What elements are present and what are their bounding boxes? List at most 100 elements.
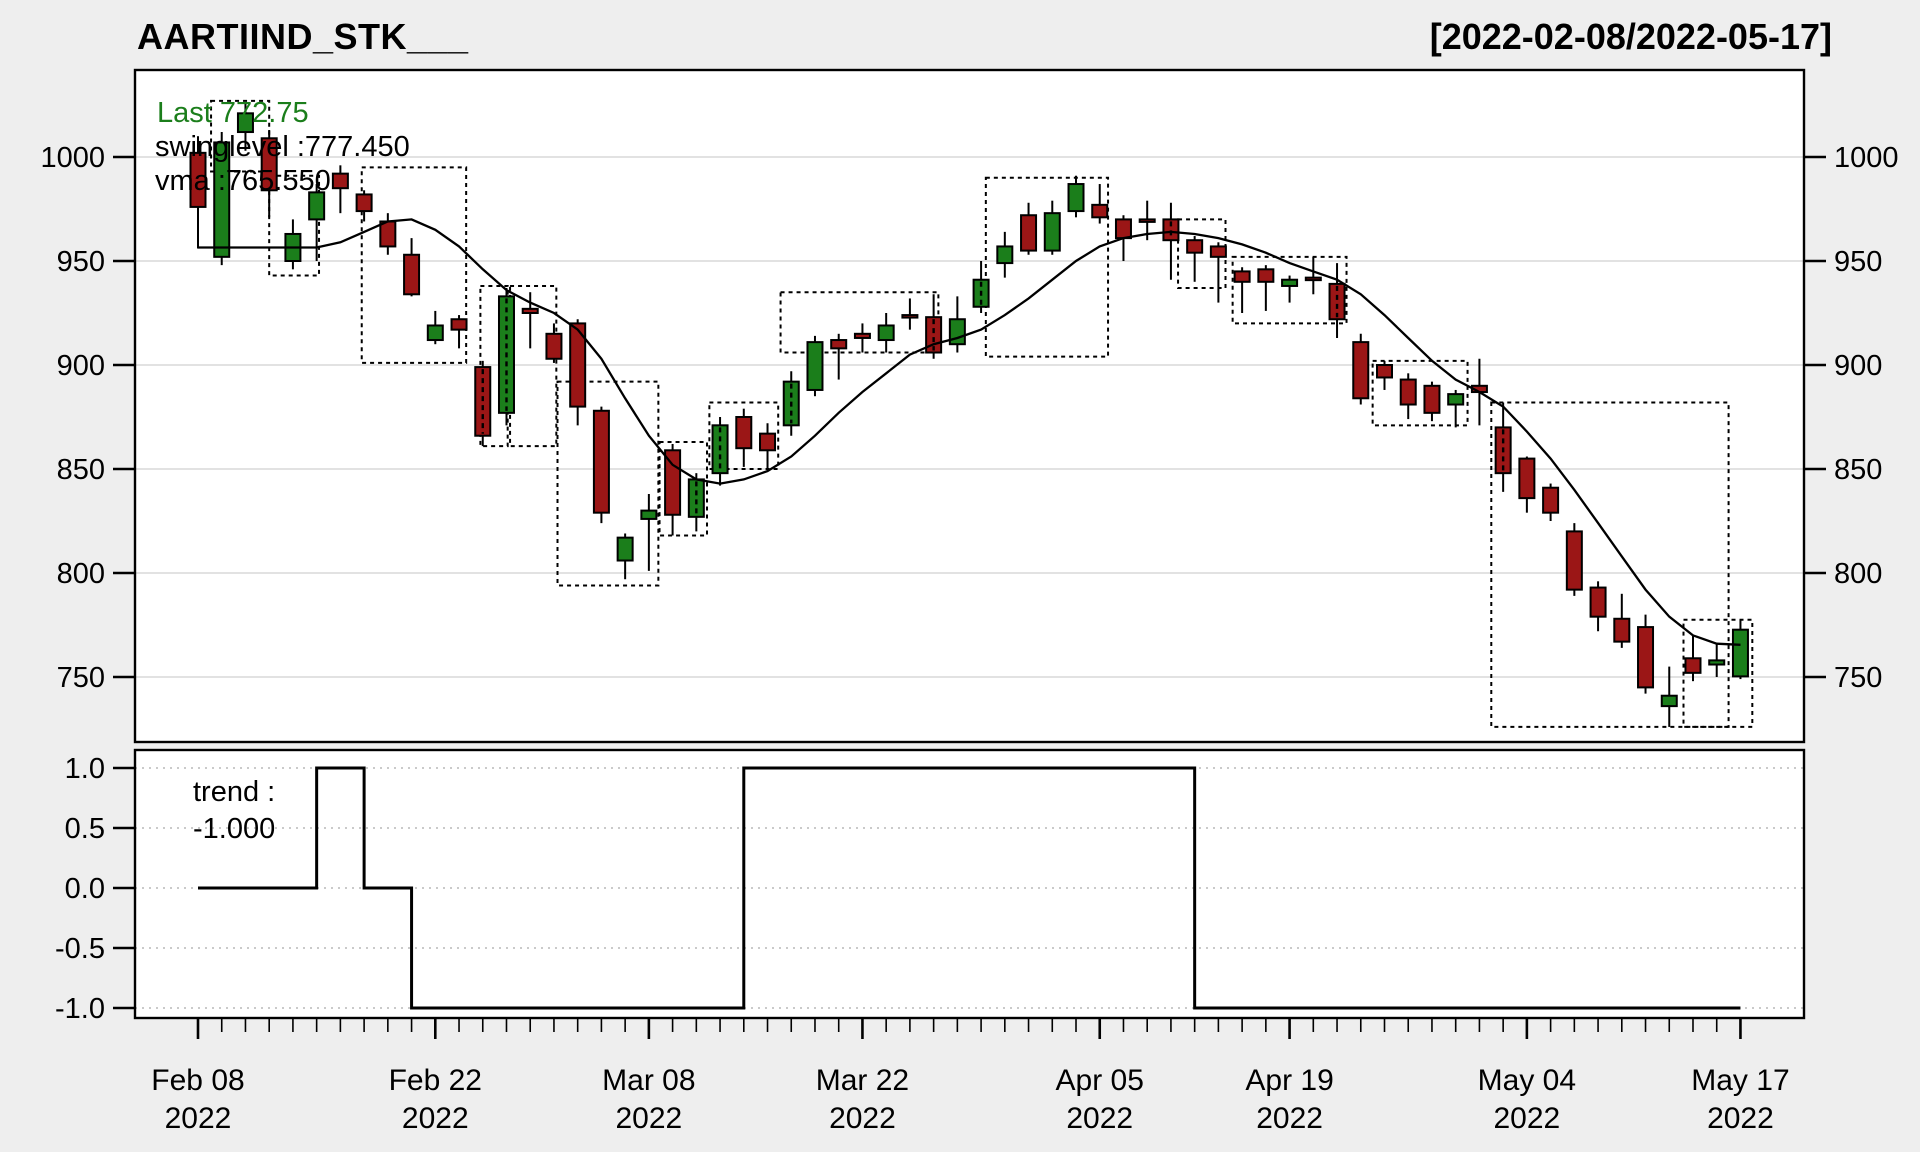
swing-box bbox=[360, 166, 468, 364]
candle-body bbox=[996, 245, 1014, 265]
candle-body bbox=[569, 322, 587, 408]
y-axis-label-left: 900 bbox=[57, 350, 105, 382]
trend-axis-label: -0.5 bbox=[55, 933, 105, 965]
trend-axis-label: -1.0 bbox=[55, 993, 105, 1025]
trend-axis-label: 0.0 bbox=[65, 873, 105, 905]
x-axis-label: Mar 22 bbox=[816, 1064, 909, 1097]
candle-body bbox=[1138, 218, 1156, 223]
y-axis-label-right: 750 bbox=[1834, 662, 1882, 694]
candle-body bbox=[830, 339, 848, 350]
candle-body bbox=[1352, 341, 1370, 400]
candle-body bbox=[1423, 384, 1441, 414]
candle-body bbox=[1637, 626, 1655, 689]
candle-body bbox=[1257, 268, 1275, 283]
x-axis-label-year: 2022 bbox=[829, 1102, 896, 1135]
candle-body bbox=[853, 332, 871, 339]
candle-body bbox=[379, 220, 397, 248]
x-axis-label-year: 2022 bbox=[1707, 1102, 1774, 1135]
x-axis-label-year: 2022 bbox=[1256, 1102, 1323, 1135]
x-axis-label: May 17 bbox=[1691, 1064, 1789, 1097]
trend-panel bbox=[135, 750, 1804, 1018]
x-axis-label-year: 2022 bbox=[615, 1102, 682, 1135]
candle-body bbox=[1447, 393, 1465, 406]
last-price-annotation: Last 772.75 bbox=[157, 97, 309, 129]
candle-body bbox=[640, 509, 658, 520]
candle-body bbox=[806, 341, 824, 391]
candle-body bbox=[1613, 617, 1631, 643]
candle-body bbox=[735, 416, 753, 450]
candle-body bbox=[1731, 628, 1749, 678]
candle-body bbox=[1186, 239, 1204, 254]
candle-body bbox=[213, 141, 231, 258]
swing-box bbox=[556, 380, 660, 587]
candle-body bbox=[1209, 245, 1227, 258]
x-axis-label-year: 2022 bbox=[165, 1102, 232, 1135]
candle-body bbox=[308, 191, 326, 221]
candle-body bbox=[1162, 218, 1180, 242]
candle-body bbox=[474, 366, 492, 437]
candle-body bbox=[403, 253, 421, 296]
candle-body bbox=[1589, 586, 1607, 618]
x-axis-label: Apr 05 bbox=[1056, 1064, 1144, 1097]
y-axis-label-left: 750 bbox=[57, 662, 105, 694]
y-axis-label-right: 900 bbox=[1834, 350, 1882, 382]
candle-body bbox=[426, 324, 444, 342]
y-axis-label-right: 1000 bbox=[1834, 142, 1899, 174]
candle-body bbox=[1233, 270, 1251, 283]
swinglevel-annotation: swinglevel :777.450 bbox=[155, 131, 410, 163]
candle-body bbox=[1660, 694, 1678, 708]
x-axis-label: Feb 08 bbox=[151, 1064, 244, 1097]
y-axis-label-right: 950 bbox=[1834, 246, 1882, 278]
candle-body bbox=[901, 314, 919, 319]
x-axis-label: Mar 08 bbox=[602, 1064, 695, 1097]
swing-box bbox=[984, 176, 1110, 358]
candle-body bbox=[1281, 278, 1299, 287]
candle-body bbox=[1328, 282, 1346, 321]
x-axis-label: Apr 19 bbox=[1245, 1064, 1333, 1097]
y-axis-label-left: 800 bbox=[57, 558, 105, 590]
trend-annotation-label: trend : bbox=[193, 776, 276, 808]
candle-body bbox=[1020, 214, 1038, 252]
trend-axis-label: 0.5 bbox=[65, 813, 105, 845]
trend-annotation-value: -1.000 bbox=[193, 813, 276, 845]
candle-body bbox=[759, 432, 777, 452]
x-axis-label-year: 2022 bbox=[1066, 1102, 1133, 1135]
candle-body bbox=[616, 536, 634, 562]
swing-box bbox=[1682, 618, 1754, 728]
price-panel bbox=[135, 70, 1804, 742]
price-panel-border bbox=[133, 68, 1806, 744]
y-axis-label-right: 850 bbox=[1834, 454, 1882, 486]
candle-body bbox=[1043, 212, 1061, 252]
candle-body bbox=[1114, 218, 1132, 240]
candle-body bbox=[236, 112, 254, 134]
candle-body bbox=[1708, 659, 1726, 666]
candle-body bbox=[1304, 276, 1322, 282]
candle-body bbox=[1518, 457, 1536, 500]
swing-box bbox=[658, 440, 709, 537]
candle-body bbox=[1376, 364, 1393, 379]
swing-box bbox=[708, 401, 780, 470]
trend-step-line bbox=[198, 766, 1741, 1010]
candle-body bbox=[260, 137, 278, 192]
x-axis-label: May 04 bbox=[1478, 1064, 1576, 1097]
candle-body bbox=[1091, 203, 1109, 219]
candle-body bbox=[331, 172, 349, 190]
candle-body bbox=[1565, 530, 1583, 591]
swing-box bbox=[1490, 401, 1730, 728]
candle-body bbox=[521, 307, 539, 314]
candle-body bbox=[592, 409, 610, 514]
y-axis-label-left: 950 bbox=[57, 246, 105, 278]
candle-body bbox=[1067, 183, 1085, 213]
swing-box bbox=[1231, 255, 1348, 325]
date-range-label: [2022-02-08/2022-05-17] bbox=[1429, 16, 1832, 57]
vma-annotation: vma :765.550 bbox=[155, 165, 331, 197]
candle-body bbox=[1542, 486, 1560, 514]
x-axis-label: Feb 22 bbox=[389, 1064, 482, 1097]
candle-body bbox=[355, 193, 373, 213]
swing-box bbox=[268, 174, 321, 277]
candle-body bbox=[1399, 378, 1417, 406]
x-axis-label-year: 2022 bbox=[402, 1102, 469, 1135]
candle-body bbox=[189, 151, 207, 208]
